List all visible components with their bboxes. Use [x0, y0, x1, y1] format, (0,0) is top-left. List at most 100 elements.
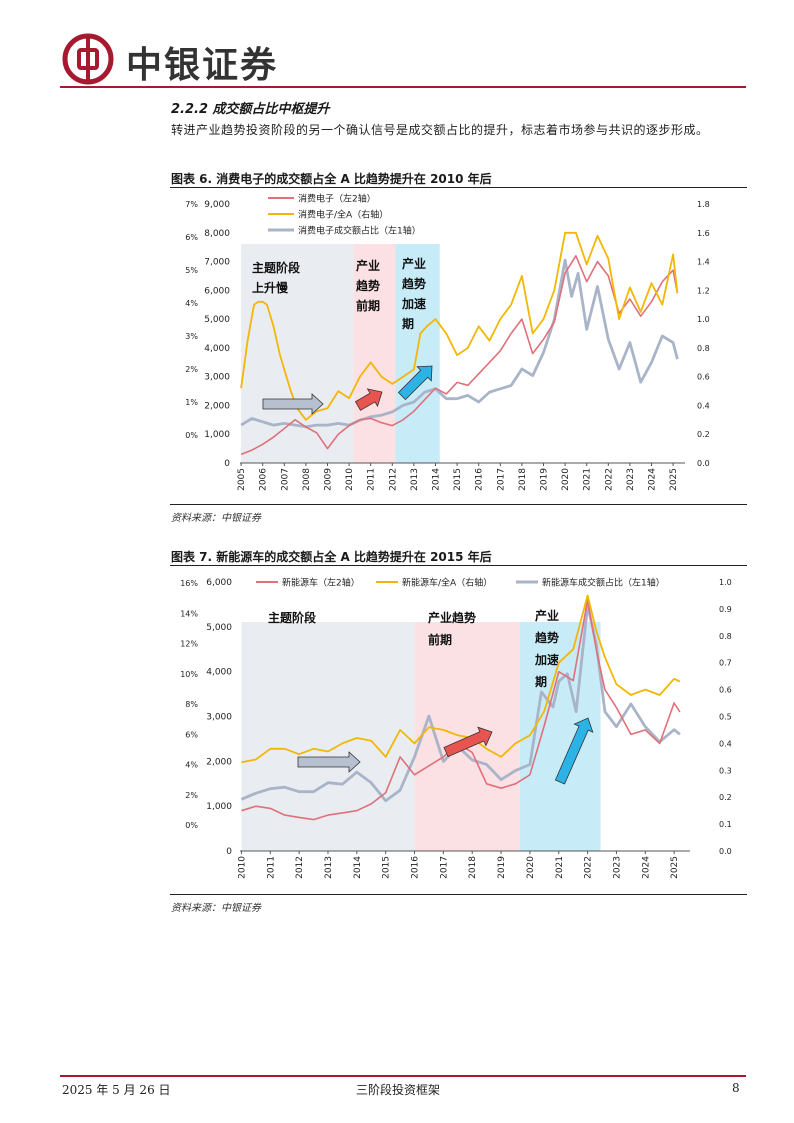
left1-tick-label: 8% [185, 700, 198, 709]
left2-tick-label: 7,000 [204, 258, 230, 268]
left1-tick-label: 10% [180, 670, 198, 679]
left1-tick-label: 0% [185, 431, 198, 440]
phase-label: 期 [535, 674, 547, 689]
left2-tick-label: 6,000 [206, 578, 232, 588]
trend-arrow-2 [443, 726, 493, 758]
x-tick-label: 2025 [670, 856, 680, 879]
left1-tick-label: 2% [185, 791, 198, 800]
phase-label: 趋势 [356, 278, 380, 293]
x-tick-label: 2018 [468, 856, 478, 879]
figure-7-bottom-rule [170, 894, 747, 895]
phase-label: 加速 [401, 296, 426, 311]
trend-arrow-3 [397, 365, 433, 401]
series-line-1 [241, 599, 681, 821]
left2-tick-label: 5,000 [206, 623, 232, 633]
x-tick-label: 2021 [555, 856, 565, 879]
x-tick-label: 2020 [526, 856, 536, 879]
x-tick-label: 2020 [561, 468, 571, 491]
series-line-2 [240, 231, 679, 421]
phase-label: 主题阶段 [268, 610, 317, 625]
x-tick-label: 2011 [367, 468, 377, 491]
x-tick-label: 2024 [648, 468, 658, 491]
right-tick-label: 1.8 [697, 200, 710, 209]
phase-label: 加速 [534, 652, 559, 667]
left2-tick-label: 1,000 [204, 430, 230, 440]
x-tick-label: 2019 [497, 856, 507, 879]
left2-tick-label: 8,000 [204, 229, 230, 239]
left2-tick-label: 0 [226, 847, 232, 857]
x-tick-label: 2008 [302, 468, 312, 491]
x-tick-label: 2011 [266, 856, 276, 879]
left2-tick-label: 3,000 [204, 373, 230, 383]
left2-tick-label: 4,000 [206, 668, 232, 678]
right-tick-label: 1.6 [697, 229, 710, 238]
right-tick-label: 1.0 [697, 315, 710, 324]
section-intro: 转进产业趋势投资阶段的另一个确认信号是成交额占比的提升，标志着市场参与共识的逐步… [171, 123, 709, 137]
right-tick-label: 0.2 [697, 430, 710, 439]
phase-label: 期 [402, 316, 414, 331]
x-tick-label: 2010 [237, 856, 247, 879]
right-tick-label: 0.6 [719, 686, 732, 695]
right-tick-label: 0.5 [719, 713, 732, 722]
x-tick-label: 2012 [295, 856, 305, 879]
x-tick-label: 2018 [518, 468, 528, 491]
right-tick-label: 0.4 [697, 401, 710, 410]
left1-tick-label: 4% [185, 299, 198, 308]
legend-label: 新能源车成交额占比（左1轴） [542, 577, 665, 589]
trend-arrow-3 [554, 717, 594, 785]
right-tick-label: 1.0 [719, 578, 732, 587]
footer-rule [60, 1075, 746, 1077]
footer-doc-title: 三阶段投资框架 [356, 1083, 441, 1097]
right-tick-label: 0.0 [697, 459, 710, 468]
x-tick-label: 2014 [353, 856, 363, 879]
phase-band-1 [241, 244, 354, 463]
phase-band-1 [241, 622, 415, 851]
left1-tick-label: 14% [180, 609, 198, 618]
phase-label: 上升慢 [252, 280, 289, 295]
right-tick-label: 0.8 [697, 344, 710, 353]
figure-6-source: 资料来源：中银证券 [171, 513, 261, 524]
right-tick-label: 1.2 [697, 286, 710, 295]
figure-7-top-rule [170, 565, 747, 566]
phase-label: 产业 [402, 256, 426, 271]
legend-label: 新能源车/全A（右轴） [402, 577, 492, 589]
left1-tick-label: 2% [185, 365, 198, 374]
left2-tick-label: 1,000 [206, 802, 232, 812]
x-tick-label: 2016 [475, 468, 485, 491]
x-tick-label: 2009 [324, 468, 334, 491]
left1-tick-label: 6% [185, 233, 198, 242]
legend-label: 新能源车（左2轴） [282, 577, 360, 589]
left1-tick-label: 0% [185, 821, 198, 830]
left1-tick-label: 12% [180, 640, 198, 649]
right-tick-label: 0.8 [719, 632, 732, 641]
trend-arrow-1 [262, 393, 324, 415]
left1-tick-label: 1% [185, 398, 198, 407]
footer-date: 2025 年 5 月 26 日 [62, 1083, 171, 1097]
x-tick-label: 2012 [388, 468, 398, 491]
x-tick-label: 2022 [584, 856, 594, 879]
right-tick-label: 0.7 [719, 659, 732, 668]
right-tick-label: 1.4 [697, 258, 710, 267]
trend-arrow-1 [297, 751, 361, 773]
x-tick-label: 2014 [432, 468, 442, 491]
right-tick-label: 0.3 [719, 766, 732, 775]
x-tick-label: 2023 [626, 468, 636, 491]
left2-tick-label: 5,000 [204, 315, 230, 325]
right-tick-label: 0.2 [719, 793, 732, 802]
right-tick-label: 0.4 [719, 739, 732, 748]
x-tick-label: 2006 [259, 468, 269, 491]
left2-tick-label: 9,000 [204, 200, 230, 210]
x-tick-label: 2019 [540, 468, 550, 491]
x-tick-label: 2013 [410, 468, 420, 491]
figure-7-title: 图表 7. 新能源车的成交额占全 A 比趋势提升在 2015 年后 [171, 550, 492, 564]
legend-label: 消费电子（左2轴） [298, 193, 376, 205]
legend-label: 消费电子成交额占比（左1轴） [298, 225, 421, 237]
phase-label: 主题阶段 [252, 260, 301, 275]
phase-label: 前期 [428, 632, 452, 647]
left2-tick-label: 0 [224, 459, 230, 469]
left2-tick-label: 3,000 [206, 713, 232, 723]
brand-name: 中银证券 [126, 44, 279, 86]
x-tick-label: 2017 [496, 468, 506, 491]
left1-tick-label: 16% [180, 579, 198, 588]
